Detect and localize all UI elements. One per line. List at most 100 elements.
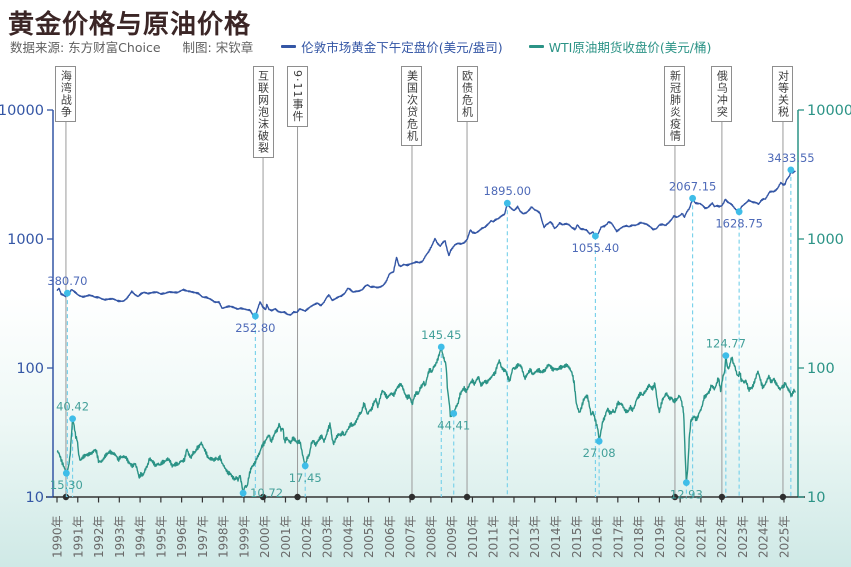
x-axis-year-label: 1994年 [134,515,148,558]
x-axis-year-label: 2011年 [487,515,501,558]
annotation-value-label: 1055.40 [572,241,620,255]
x-axis-year-label: 2004年 [341,515,355,558]
annotation-value-label: 380.70 [47,274,87,288]
oil-line-legend-icon [528,45,544,48]
x-axis-year-label: 1997年 [196,515,210,558]
x-axis-year-label: 2003年 [321,515,335,558]
x-axis-year-label: 1999年 [237,515,251,558]
event-axis-dot [718,493,726,501]
x-axis-year-label: 1998年 [217,515,231,558]
x-axis-year-label: 2019年 [653,515,667,558]
annotation-value-label: 40.42 [56,400,89,414]
event-box: 美国次贷危机 [401,66,423,146]
x-axis-year-label: 2005年 [362,515,376,558]
annotation-point-dot [682,479,690,487]
left-axis-tick-label: 1000 [7,232,44,248]
annotation-value-label: 12.93 [670,488,703,502]
x-axis-year-label: 1995年 [154,515,168,558]
legend-label-oil: WTI原油期货收盘价(美元/桶) [548,40,712,55]
annotation-point-dot [63,289,71,297]
annotation-value-label: 2067.15 [669,179,717,193]
event-box: 俄乌冲突 [711,66,733,122]
event-box: 对等关税 [772,66,794,122]
annotation-value-label: 252.80 [235,321,275,335]
annotation-point-dot [722,352,730,360]
x-axis-year-label: 2001年 [279,515,293,558]
chart-title: 黄金价格与原油价格 [8,10,252,40]
event-axis-dot [408,493,416,501]
annotation-value-label: 3433.55 [767,151,815,165]
legend-item-oil[interactable]: WTI原油期货收盘价(美元/桶) [528,37,712,56]
event-box: 海湾战争 [55,66,77,122]
event-box: 互联网泡沫破裂 [252,66,274,158]
annotation-point-dot [301,462,309,470]
annotation-point-dot [735,208,743,216]
event-axis-dot [294,493,301,501]
annotation-value-label: 124.77 [706,337,746,351]
annotation-value-label: 145.45 [421,328,461,342]
annotation-value-label: 15.30 [50,478,83,492]
x-axis-year-label: 2013年 [528,515,542,558]
event-axis-dot [671,493,679,501]
right-axis-tick-label: 10000 [807,103,851,119]
annotation-value-label: 27.08 [583,446,616,460]
x-axis-year-label: 2008年 [424,515,438,558]
right-axis-tick-label: 10 [807,490,825,506]
left-axis-tick-label: 10000 [0,103,44,119]
x-axis-year-label: 2023年 [736,515,750,558]
gold-line-legend-icon [281,45,297,48]
x-axis-year-label: 1991年 [71,515,85,558]
legend-item-gold[interactable]: 伦敦市场黄金下午定盘价(美元/盎司) [281,37,503,56]
x-axis-year-label: 1990年 [51,515,65,558]
x-axis-year-label: 2009年 [445,515,459,558]
chart-subheader: 数据来源: 东方财富Choice 制图: 宋钦章 伦敦市场黄金下午定盘价(美元/… [10,37,737,56]
annotation-point-dot [591,232,599,240]
annotation-value-label: 17.45 [289,471,322,485]
gold-price-line [56,169,796,317]
credit-label: 制图: 宋钦章 [182,40,254,55]
event-box: 9·11事件 [287,66,309,127]
annotation-point-dot [595,437,603,445]
x-axis-year-label: 2007年 [404,515,418,558]
annotation-point-dot [787,166,795,174]
annotation-value-label: 1895.00 [484,184,532,198]
x-axis-year-label: 2000年 [258,515,272,558]
x-axis-year-label: 1996年 [175,515,189,558]
event-box: 欧债危机 [456,66,478,122]
x-axis-year-label: 1992年 [92,515,106,558]
right-axis-tick-label: 100 [807,361,835,377]
annotation-value-label: 44.41 [437,418,470,432]
event-axis-dot [259,493,267,501]
annotation-point-dot [437,343,445,351]
oil-price-line [56,346,797,494]
data-source-label: 数据来源: 东方财富Choice [10,40,161,55]
x-axis-year-label: 1993年 [113,515,127,558]
annotation-value-label: 10.72 [250,486,283,500]
annotation-point-dot [689,194,697,202]
left-axis-tick-label: 10 [26,490,44,506]
annotation-point-dot [450,410,458,417]
x-axis-year-label: 2024年 [757,515,771,558]
annotation-point-dot [69,415,76,423]
x-axis-year-label: 2010年 [466,515,480,558]
event-box: 新冠肺炎疫情 [664,66,686,146]
annotation-value-label: 1628.75 [715,217,763,231]
annotation-point-dot [62,469,70,477]
x-axis-year-label: 2015年 [570,515,584,558]
annotation-point-dot [503,199,511,207]
legend-label-gold: 伦敦市场黄金下午定盘价(美元/盎司) [301,40,503,55]
annotation-point-dot [239,489,247,497]
event-axis-dot [463,493,471,501]
x-axis-year-label: 2022年 [715,515,729,558]
x-axis-year-label: 2021年 [694,515,708,558]
annotation-point-dot [251,312,259,320]
x-axis-year-label: 2012年 [507,515,521,558]
x-axis-year-label: 2018年 [632,515,646,558]
left-axis-tick-label: 100 [16,361,44,377]
event-axis-dot [779,493,787,501]
x-axis-year-label: 2016年 [591,515,605,558]
x-axis-year-label: 2017年 [611,515,625,558]
right-axis-tick-label: 1000 [807,232,844,248]
x-axis-year-label: 2006年 [383,515,397,558]
